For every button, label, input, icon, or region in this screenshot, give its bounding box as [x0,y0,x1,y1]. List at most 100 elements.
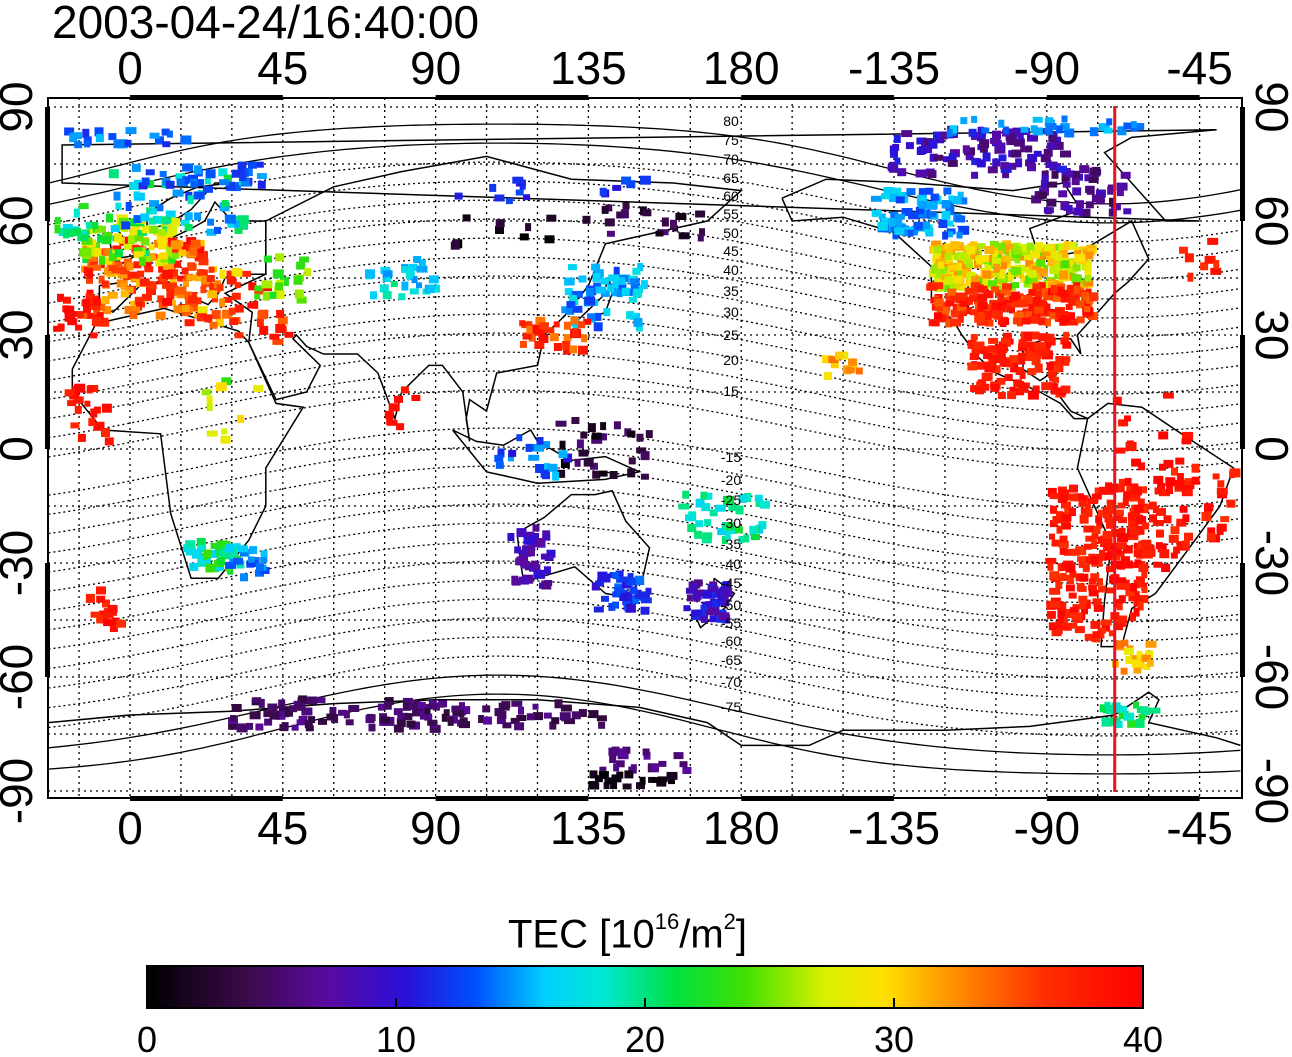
tec-cell [1059,270,1068,280]
tec-cell [1017,132,1024,141]
mlat-label-south: -75 [721,699,741,715]
tec-cell [1060,123,1070,131]
tec-cell [632,288,642,298]
tec-cell [695,210,706,218]
tec-cell [161,269,173,279]
tec-cell [1130,125,1139,132]
tec-cell [835,351,844,360]
tec-cell [618,748,627,758]
tec-cell [977,293,988,302]
tec-cell [188,295,198,304]
tec-cell [170,252,180,259]
tec-cell [1156,507,1166,516]
tec-cell [1141,539,1152,549]
tec-cell [913,221,925,230]
tec-cell [223,296,233,303]
tec-cell [157,295,165,303]
tec-cell [1220,516,1230,523]
tec-cell [1086,185,1095,195]
tec-cell [1123,560,1133,569]
frame-bar-top [435,95,589,100]
tec-cell [388,403,400,412]
tec-cell [982,152,991,162]
top-lon-tick-label: 135 [550,42,627,94]
tec-cell [968,128,977,137]
tec-cell [1024,341,1035,348]
tec-cell [78,203,89,210]
tec-cell [906,188,916,196]
tec-cell [1049,162,1058,170]
tec-cell [99,303,106,311]
tec-cell [855,367,863,375]
tec-cell [252,697,262,704]
tec-cell [1071,622,1078,629]
tec-cell [1127,719,1139,728]
tec-cell [179,249,187,257]
tec-cell [988,345,998,353]
top-lon-tick-label: 90 [410,42,461,94]
tec-cell [683,605,691,612]
tec-cell [1040,180,1048,189]
tec-cell [252,161,264,168]
tec-cell [1093,604,1104,612]
tec-cell [88,385,99,392]
tec-cell [77,230,87,237]
mlat-label-north: 20 [723,352,739,368]
tec-cell [181,304,190,312]
tec-cell [950,318,961,327]
tec-cell [1045,318,1051,327]
tec-cell [1007,272,1014,282]
tec-cell [845,367,855,374]
tec-cell [1097,578,1103,586]
tec-cell [207,290,218,299]
tec-cell [1108,208,1117,217]
tec-cell [1115,705,1127,713]
tec-cell [279,710,289,718]
tec-cell [516,528,527,538]
tec-cell [285,707,293,717]
tec-cell [544,555,554,561]
tec-cell [1123,491,1134,499]
tec-cell [404,713,413,721]
tec-cell [1114,721,1123,728]
tec-cell [85,593,95,603]
tec-cell [234,220,240,228]
tec-cell [1059,489,1070,497]
tec-cell [180,219,190,226]
tec-cell [272,338,284,345]
tec-cell [126,262,134,271]
tec-cell [1152,520,1164,526]
tec-cell [1072,187,1082,196]
tec-cell [221,309,232,319]
colorbar-title-exponent-2: 2 [723,909,736,934]
tec-cell [96,586,106,595]
tec-cell [1060,337,1070,345]
tec-cell [1138,713,1146,720]
tec-cell [894,213,905,220]
tec-cell [90,611,101,618]
tec-cell [184,212,193,221]
tec-cell [406,720,416,728]
tec-cell [1032,351,1042,359]
tec-cell [379,284,389,293]
tec-cell [459,702,465,710]
tec-cell [1004,374,1013,381]
tec-cell [622,202,630,210]
tec-cell [206,275,215,282]
tec-cell [1066,285,1074,294]
tec-cell [1081,607,1088,615]
tec-cell [635,322,643,332]
tec-cell [636,577,645,586]
tec-cell [482,705,491,713]
tec-cell [970,385,978,393]
top-lon-tick-label: -135 [848,42,940,94]
tec-cell [458,710,465,718]
tec-cell [1179,505,1188,513]
tec-cell [205,169,216,179]
tec-cell [934,154,944,161]
tec-cell [1216,487,1228,495]
tec-cell [85,221,92,229]
tec-cell [165,247,172,257]
tec-cell [1088,578,1096,585]
tec-cell [616,211,626,219]
